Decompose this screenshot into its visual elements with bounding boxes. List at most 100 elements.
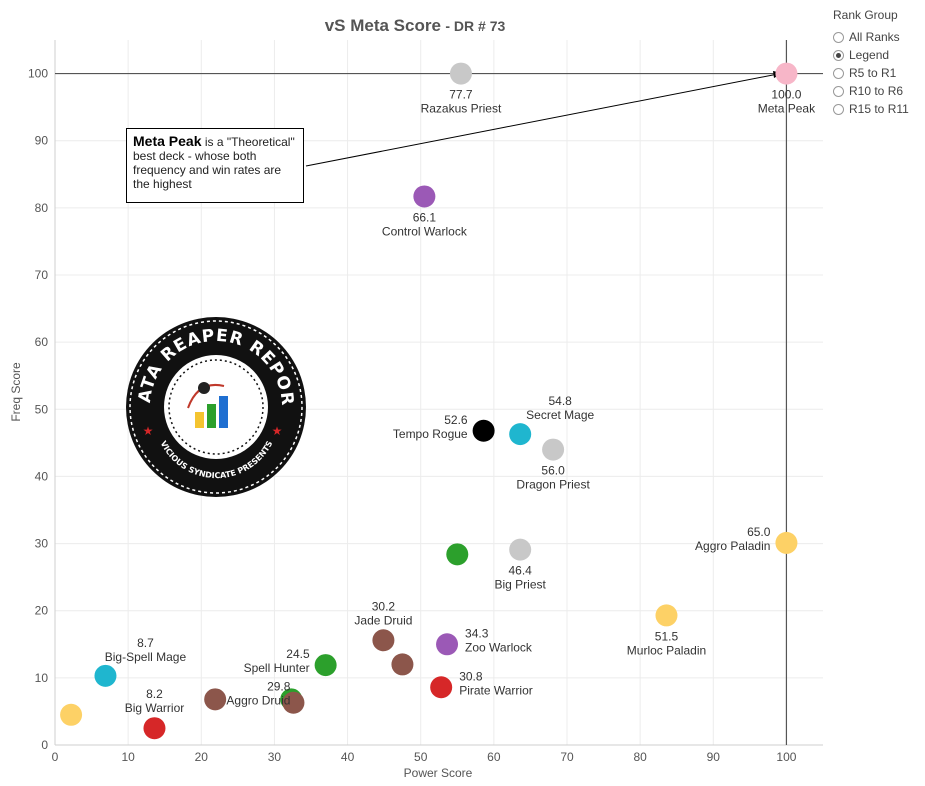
data-value-label: 65.0 — [747, 525, 771, 539]
data-name-label: Pirate Warrior — [459, 683, 533, 697]
data-point[interactable] — [372, 629, 395, 652]
data-name-label: Meta Peak — [758, 102, 816, 116]
data-name-label: Big Priest — [495, 578, 547, 592]
data-point[interactable] — [204, 688, 227, 711]
x-tick-label: 90 — [707, 750, 721, 764]
rank-group-option[interactable]: R15 to R11 — [833, 100, 923, 118]
data-point[interactable] — [143, 717, 166, 740]
data-value-label: 56.0 — [541, 464, 565, 478]
data-name-label: Tempo Rogue — [393, 427, 468, 441]
rank-group-filter: Rank Group All Ranks Legend R5 to R1 R10 to… — [833, 8, 923, 118]
data-value-label: 8.7 — [137, 636, 154, 650]
data-name-label: Aggro Druid — [226, 694, 290, 708]
x-tick-label: 0 — [52, 750, 59, 764]
y-tick-label: 40 — [35, 469, 49, 483]
x-axis-title: Power Score — [404, 766, 473, 780]
data-name-label: Secret Mage — [526, 408, 594, 422]
y-axis-title: Freq Score — [9, 362, 23, 422]
radio-icon[interactable] — [833, 67, 844, 79]
data-point[interactable] — [94, 664, 117, 687]
data-name-label: Spell Hunter — [244, 661, 310, 675]
y-tick-label: 20 — [35, 604, 49, 618]
x-tick-label: 10 — [121, 750, 135, 764]
y-tick-label: 70 — [35, 268, 49, 282]
data-value-label: 8.2 — [146, 687, 163, 701]
callout-bold-text: Meta Peak — [133, 133, 202, 149]
data-point[interactable] — [449, 62, 472, 85]
data-point[interactable] — [655, 604, 678, 627]
callout-arrow — [305, 72, 784, 167]
data-point[interactable] — [314, 654, 337, 677]
data-point[interactable] — [60, 703, 83, 726]
data-value-label: 66.1 — [413, 210, 437, 224]
y-tick-label: 100 — [28, 67, 48, 81]
x-tick-label: 60 — [487, 750, 501, 764]
rank-group-option[interactable]: R10 to R6 — [833, 82, 923, 100]
data-name-label: Control Warlock — [382, 224, 468, 238]
y-tick-label: 80 — [35, 201, 49, 215]
x-tick-label: 50 — [414, 750, 428, 764]
x-tick-label: 30 — [268, 750, 282, 764]
rank-group-option[interactable]: Legend — [833, 46, 923, 64]
radio-icon[interactable] — [833, 85, 844, 97]
rank-group-option-label: R15 to R11 — [849, 102, 909, 116]
data-value-label: 46.4 — [509, 564, 533, 578]
logo-star-right-icon: ★ — [272, 424, 283, 438]
rank-group-title: Rank Group — [833, 8, 898, 22]
x-tick-label: 70 — [560, 750, 574, 764]
data-point[interactable] — [775, 62, 798, 85]
rank-group-option[interactable]: R5 to R1 — [833, 64, 923, 82]
rank-group-option[interactable]: All Ranks — [833, 28, 923, 46]
radio-icon[interactable] — [833, 49, 844, 61]
x-tick-label: 100 — [776, 750, 796, 764]
data-name-label: Jade Druid — [354, 613, 412, 627]
chart-title-sub: - DR # 73 — [445, 18, 505, 34]
x-axis: 0 10 20 30 40 50 60 70 80 90 100 — [52, 750, 797, 764]
data-point[interactable] — [775, 531, 798, 554]
y-tick-label: 50 — [35, 402, 49, 416]
logo-star-left-icon: ★ — [143, 424, 154, 438]
x-tick-label: 80 — [633, 750, 647, 764]
data-value-label: 30.2 — [372, 599, 396, 613]
data-point[interactable] — [391, 653, 414, 676]
data-point[interactable] — [436, 633, 459, 656]
data-point[interactable] — [542, 438, 565, 461]
rank-group-option-label: R5 to R1 — [849, 66, 897, 80]
data-value-label: 24.5 — [286, 647, 310, 661]
data-value-label: 100.0 — [771, 88, 801, 102]
data-value-label: 51.5 — [655, 629, 679, 643]
data-point[interactable] — [472, 419, 495, 442]
rank-group-option-label: All Ranks — [849, 30, 900, 44]
y-tick-label: 60 — [35, 335, 49, 349]
callout-text: is a "Theoretical" best deck - whose bot… — [133, 135, 295, 191]
y-tick-label: 30 — [35, 537, 49, 551]
chart-title-main: vS Meta Score — [325, 16, 441, 35]
data-name-label: Big Warrior — [125, 701, 185, 715]
data-value-label: 77.7 — [449, 88, 473, 102]
data-name-label: Dragon Priest — [516, 478, 590, 492]
y-tick-label: 10 — [35, 671, 49, 685]
radio-icon[interactable] — [833, 103, 844, 115]
data-point[interactable] — [413, 185, 436, 208]
rank-group-option-label: R10 to R6 — [849, 84, 904, 98]
y-tick-label: 0 — [41, 738, 48, 752]
data-point[interactable] — [509, 538, 532, 561]
rank-group-option-label: Legend — [849, 48, 890, 62]
data-name-label: Zoo Warlock — [465, 640, 533, 654]
data-value-label: 30.8 — [459, 669, 483, 683]
logo-bar-chart-icon — [187, 382, 228, 428]
radio-icon[interactable] — [833, 31, 844, 43]
data-value-label: 54.8 — [549, 394, 573, 408]
data-point[interactable] — [509, 423, 532, 446]
reference-lines — [55, 40, 823, 745]
data-point[interactable] — [282, 691, 305, 714]
data-name-label: Murloc Paladin — [627, 643, 706, 657]
chart-title: vS Meta Score - DR # 73 — [325, 16, 506, 35]
data-value-label: 34.3 — [465, 626, 489, 640]
data-point[interactable] — [446, 543, 469, 566]
meta-peak-callout: Meta Peak is a "Theoretical" best deck -… — [126, 128, 304, 203]
data-point[interactable] — [430, 676, 453, 699]
data-name-label: Big-Spell Mage — [105, 650, 187, 664]
data-points — [60, 62, 798, 740]
